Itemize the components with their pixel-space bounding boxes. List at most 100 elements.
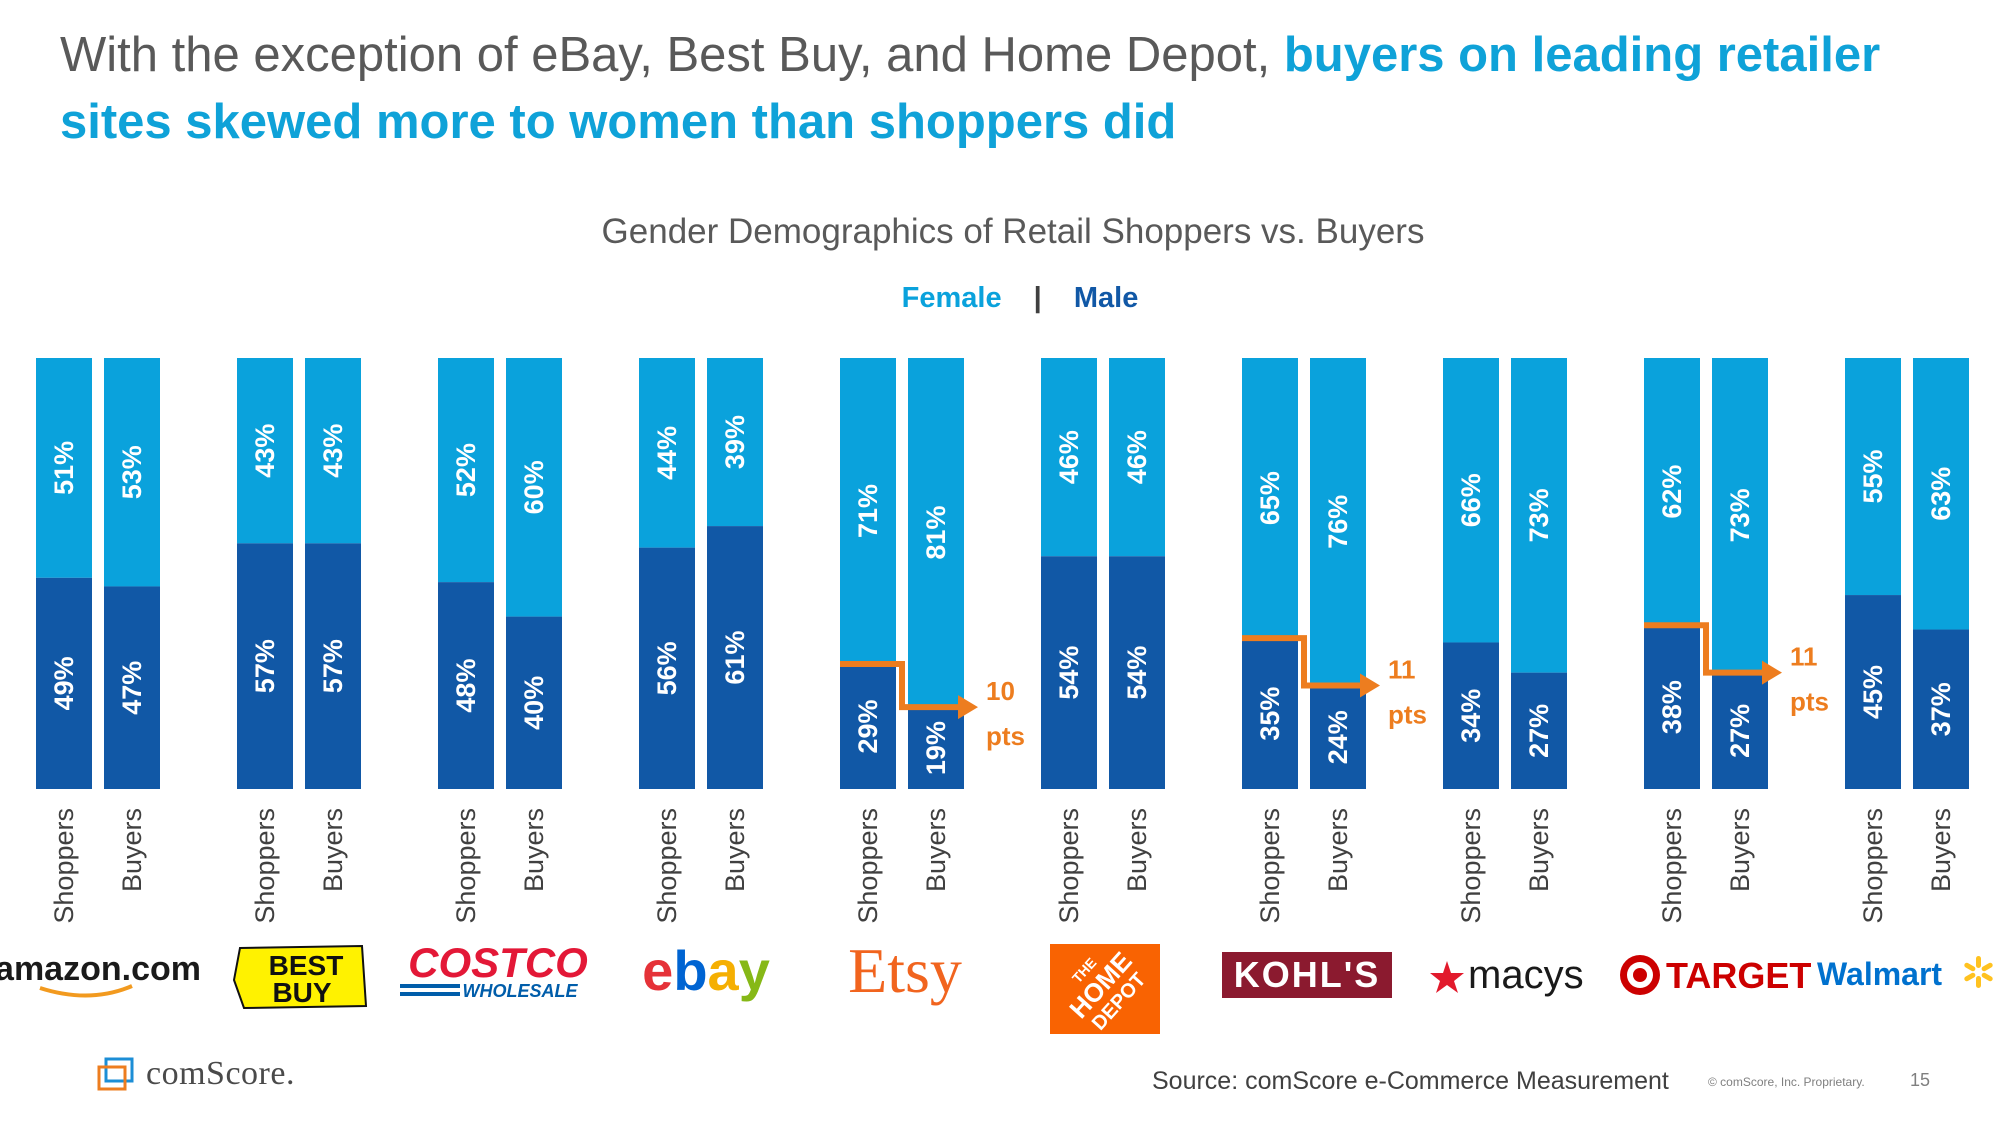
bar-male-buyers-walmart (1913, 629, 1969, 789)
logo-bestbuy-line2: BUY (272, 977, 331, 1008)
callout-value-target: 11 (1790, 642, 1818, 672)
retailer-group-walmart: 55% 45% Shoppers 63% 37% Buyers (1845, 358, 1969, 924)
label-male-buyers-walmart: 37% (1926, 682, 1956, 736)
headline-lead: With the exception of eBay, Best Buy, an… (60, 28, 1284, 82)
label-male-shoppers-costco: 48% (451, 659, 481, 713)
label-female-shoppers-costco: 52% (451, 443, 481, 497)
category-label-shoppers-target: Shoppers (1657, 808, 1687, 924)
category-label-buyers-best-buy: Buyers (318, 808, 348, 892)
retailer-group-ebay: 44% 56% Shoppers 39% 61% Buyers (639, 358, 763, 924)
label-male-shoppers-target: 38% (1657, 680, 1687, 734)
bar-male-buyers-kohl-s (1310, 685, 1366, 789)
category-label-buyers-walmart: Buyers (1926, 808, 1956, 892)
logo-costco: COSTCO (408, 939, 588, 986)
label-female-buyers-home-depot: 46% (1122, 430, 1152, 484)
logo-amazon: amazon.com (0, 950, 201, 988)
bar-male-shoppers-costco (438, 582, 494, 789)
retailer-group-etsy: 71% 29% Shoppers 81% 19% Buyers 10 pts (840, 358, 1025, 924)
label-female-buyers-target: 73% (1725, 488, 1755, 542)
category-label-shoppers-amazon-com: Shoppers (49, 808, 79, 924)
bar-female-buyers-etsy (908, 358, 964, 708)
bar-male-shoppers-ebay (639, 547, 695, 789)
category-label-shoppers-walmart: Shoppers (1858, 808, 1888, 924)
logo-ebay-letter: b (673, 939, 707, 1002)
logo-target-center-icon (1633, 968, 1647, 982)
label-male-shoppers-walmart: 45% (1858, 665, 1888, 719)
label-male-shoppers-kohl-s: 35% (1255, 687, 1285, 741)
retailer-group-kohl-s: 65% 35% Shoppers 76% 24% Buyers 11 pts (1242, 358, 1427, 924)
headline: With the exception of eBay, Best Buy, an… (60, 22, 1960, 156)
bar-male-shoppers-amazon-com (36, 577, 92, 789)
shift-arrow-kohl-s (1242, 635, 1362, 689)
label-female-shoppers-home-depot: 46% (1054, 430, 1084, 484)
source-note: Source: comScore e-Commerce Measurement (1152, 1067, 1669, 1095)
logo-kohls-box-icon (1222, 952, 1392, 998)
label-female-buyers-walmart: 63% (1926, 467, 1956, 521)
bar-female-shoppers-walmart (1845, 358, 1901, 596)
logo-walmart: Walmart (1817, 956, 1942, 992)
label-female-shoppers-best-buy: 43% (250, 424, 280, 478)
category-label-buyers-etsy: Buyers (921, 808, 951, 892)
bar-male-buyers-best-buy (305, 543, 361, 789)
headline-accent: buyers on leading retailer sites skewed … (60, 28, 1881, 149)
bar-female-buyers-kohl-s (1310, 358, 1366, 686)
bar-female-shoppers-home-depot (1041, 358, 1097, 557)
label-female-buyers-best-buy: 43% (318, 424, 348, 478)
label-male-buyers-kohl-s: 24% (1323, 710, 1353, 764)
logo-costco-sub: WHOLESALE (463, 981, 579, 1001)
category-label-buyers-ebay: Buyers (720, 808, 750, 892)
logo-kohls: KOHL'S (1234, 954, 1381, 995)
label-male-buyers-target: 27% (1725, 704, 1755, 758)
bar-male-shoppers-home-depot (1041, 556, 1097, 789)
category-label-buyers-kohl-s: Buyers (1323, 808, 1353, 892)
bar-male-buyers-home-depot (1109, 556, 1165, 789)
legend: Female | Male (902, 282, 1139, 314)
logo-costco-stripe-icon (400, 984, 460, 988)
bar-male-buyers-etsy (908, 707, 964, 789)
logo-walmart-spark-icon (1964, 956, 1993, 988)
callout-unit-kohl-s: pts (1388, 700, 1427, 730)
bar-female-shoppers-costco (438, 358, 494, 583)
copyright: © comScore, Inc. Proprietary. (1708, 1075, 1865, 1089)
logo-amazon-smile-icon (39, 984, 133, 998)
bar-female-buyers-amazon-com (104, 358, 160, 587)
category-label-shoppers-home-depot: Shoppers (1054, 808, 1084, 924)
label-female-buyers-kohl-s: 76% (1323, 495, 1353, 549)
bar-female-shoppers-target (1644, 358, 1700, 626)
category-label-shoppers-costco: Shoppers (451, 808, 481, 924)
bar-female-buyers-costco (506, 358, 562, 617)
bar-female-buyers-walmart (1913, 358, 1969, 630)
logo-target: TARGET (1666, 955, 1811, 996)
label-male-shoppers-ebay: 56% (652, 641, 682, 695)
bar-male-buyers-target (1712, 672, 1768, 789)
retailer-group-macy-s: 66% 34% Shoppers 73% 27% Buyers (1443, 358, 1567, 924)
logo-homedepot-square-icon (1050, 944, 1160, 1034)
shift-arrowhead-target (1762, 660, 1782, 685)
bar-male-shoppers-etsy (840, 664, 896, 789)
label-male-buyers-etsy: 19% (921, 721, 951, 775)
callout-value-kohl-s: 11 (1388, 655, 1416, 685)
bar-female-buyers-target (1712, 358, 1768, 673)
comscore-logo-icon (97, 1057, 134, 1091)
bar-male-shoppers-kohl-s (1242, 638, 1298, 789)
bar-male-shoppers-macy-s (1443, 642, 1499, 789)
label-female-buyers-macy-s: 73% (1524, 488, 1554, 542)
bars-layer: 51% 49% Shoppers 53% 47% Buyers 43% 57% Shoppers… (36, 358, 1969, 924)
category-label-shoppers-ebay: Shoppers (652, 808, 682, 924)
label-female-buyers-costco: 60% (519, 460, 549, 514)
callout-value-etsy: 10 (986, 676, 1015, 706)
label-male-buyers-macy-s: 27% (1524, 704, 1554, 758)
bar-male-buyers-ebay (707, 526, 763, 789)
label-male-buyers-ebay: 61% (720, 631, 750, 685)
bar-male-shoppers-best-buy (237, 543, 293, 789)
category-label-buyers-target: Buyers (1725, 808, 1755, 892)
bar-male-buyers-costco (506, 616, 562, 789)
label-male-buyers-home-depot: 54% (1122, 646, 1152, 700)
label-male-shoppers-home-depot: 54% (1054, 646, 1084, 700)
retailer-group-costco: 52% 48% Shoppers 60% 40% Buyers (438, 358, 562, 924)
bar-female-shoppers-kohl-s (1242, 358, 1298, 639)
brand-name: comScore. (146, 1055, 295, 1092)
retailer-group-best-buy: 43% 57% Shoppers 43% 57% Buyers (237, 358, 361, 924)
